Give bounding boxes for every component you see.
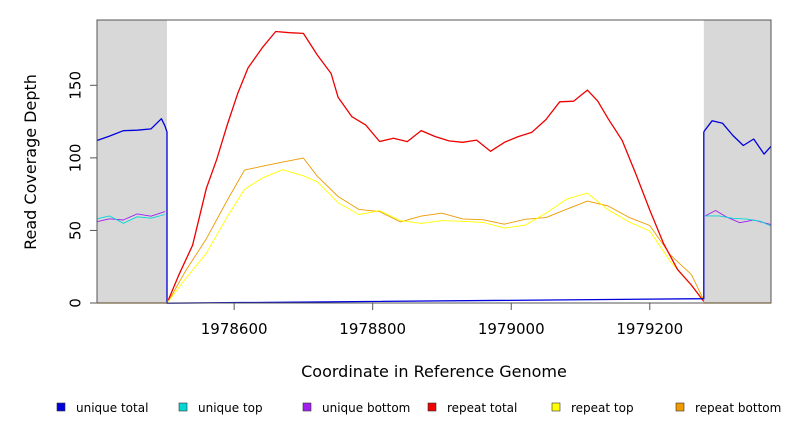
series-line-unique-total-0 <box>96 118 705 304</box>
legend-label-repeat-bottom: repeat bottom <box>695 401 781 415</box>
y-tick-label: 150 <box>67 71 85 100</box>
legend-label-repeat-top: repeat top <box>571 401 634 415</box>
legend-swatch-repeat-total <box>427 402 437 412</box>
legend-label-unique-top: unique top <box>198 401 263 415</box>
plot-frame <box>96 19 772 304</box>
axes: 1978600 1978800 1979000 1979200 0 50 100 150 <box>67 71 684 338</box>
legend-swatch-unique-top <box>178 402 188 412</box>
y-axis-title: Read Coverage Depth <box>21 74 40 250</box>
legend: unique total unique top unique bottom repea… <box>56 401 781 415</box>
legend-label-repeat-total: repeat total <box>447 401 517 415</box>
x-tick-label: 1978600 <box>201 320 268 338</box>
y-tick-label: 100 <box>67 144 85 173</box>
legend-swatch-repeat-bottom <box>675 402 685 412</box>
x-tick-label: 1978800 <box>339 320 406 338</box>
x-tick-label: 1979000 <box>478 320 545 338</box>
legend-label-unique-bottom: unique bottom <box>322 401 410 415</box>
series-line-repeat-top-0 <box>167 169 705 302</box>
series-line-unique-total-1 <box>703 120 772 155</box>
legend-swatch-unique-bottom <box>302 402 312 412</box>
y-tick-label: 50 <box>67 221 85 240</box>
shaded-region-0 <box>97 20 167 303</box>
series-line-unique-top-1 <box>705 215 772 227</box>
legend-swatch-repeat-top <box>551 402 561 412</box>
x-axis-title: Coordinate in Reference Genome <box>301 362 567 381</box>
series-line-repeat-bottom-0 <box>167 157 705 302</box>
x-tick-label: 1979200 <box>616 320 683 338</box>
legend-swatch-unique-total <box>56 402 66 412</box>
y-tick-label: 0 <box>67 298 85 308</box>
series-line-unique-bottom-0 <box>96 211 166 223</box>
shaded-region-1 <box>703 20 771 303</box>
flank-shading <box>97 20 771 303</box>
series-line-repeat-total-0 <box>167 30 705 302</box>
series-group <box>96 30 772 304</box>
series-line-unique-top-0 <box>96 214 166 224</box>
legend-label-unique-total: unique total <box>76 401 148 415</box>
